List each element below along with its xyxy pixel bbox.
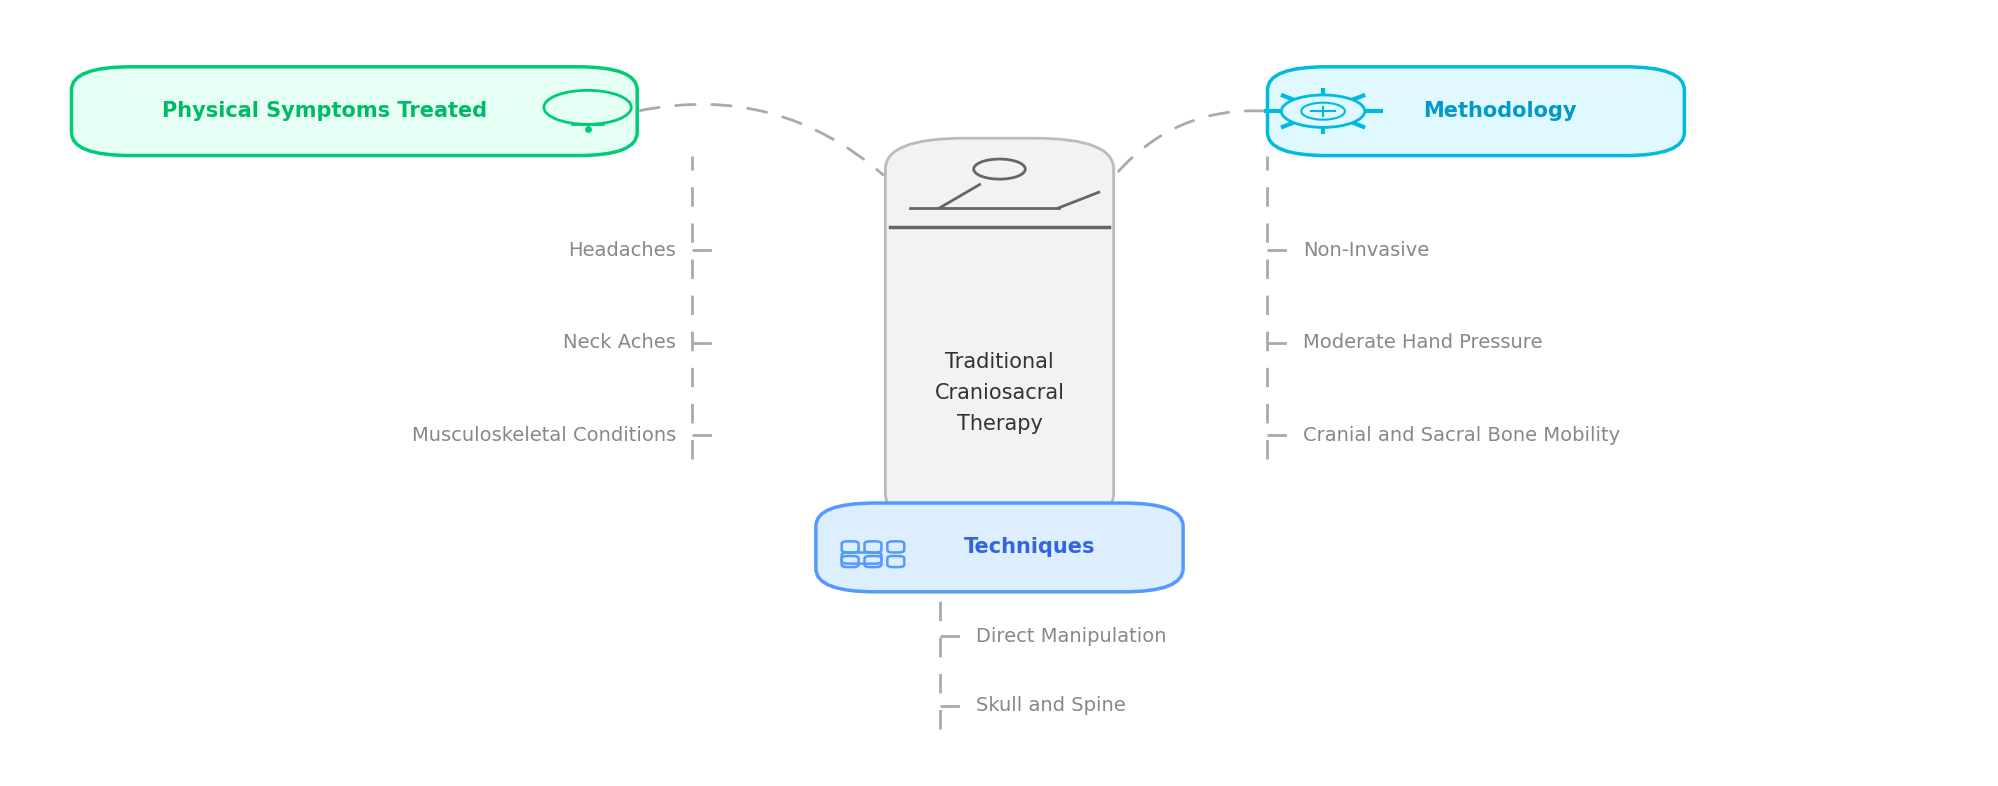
Text: Techniques: Techniques: [963, 538, 1095, 557]
Text: Methodology: Methodology: [1423, 101, 1576, 121]
FancyBboxPatch shape: [815, 503, 1183, 592]
Text: Cranial and Sacral Bone Mobility: Cranial and Sacral Bone Mobility: [1303, 426, 1620, 445]
Text: Skull and Spine: Skull and Spine: [975, 696, 1125, 715]
Text: Physical Symptoms Treated: Physical Symptoms Treated: [162, 101, 488, 121]
Text: Non-Invasive: Non-Invasive: [1303, 241, 1429, 259]
Text: Headaches: Headaches: [567, 241, 675, 259]
Text: Traditional
Craniosacral
Therapy: Traditional Craniosacral Therapy: [933, 352, 1065, 434]
FancyBboxPatch shape: [72, 67, 637, 156]
FancyBboxPatch shape: [1267, 67, 1684, 156]
FancyBboxPatch shape: [885, 138, 1113, 524]
Text: Moderate Hand Pressure: Moderate Hand Pressure: [1303, 333, 1542, 352]
Text: Neck Aches: Neck Aches: [563, 333, 675, 352]
Text: Direct Manipulation: Direct Manipulation: [975, 626, 1165, 646]
Text: Musculoskeletal Conditions: Musculoskeletal Conditions: [412, 426, 675, 445]
